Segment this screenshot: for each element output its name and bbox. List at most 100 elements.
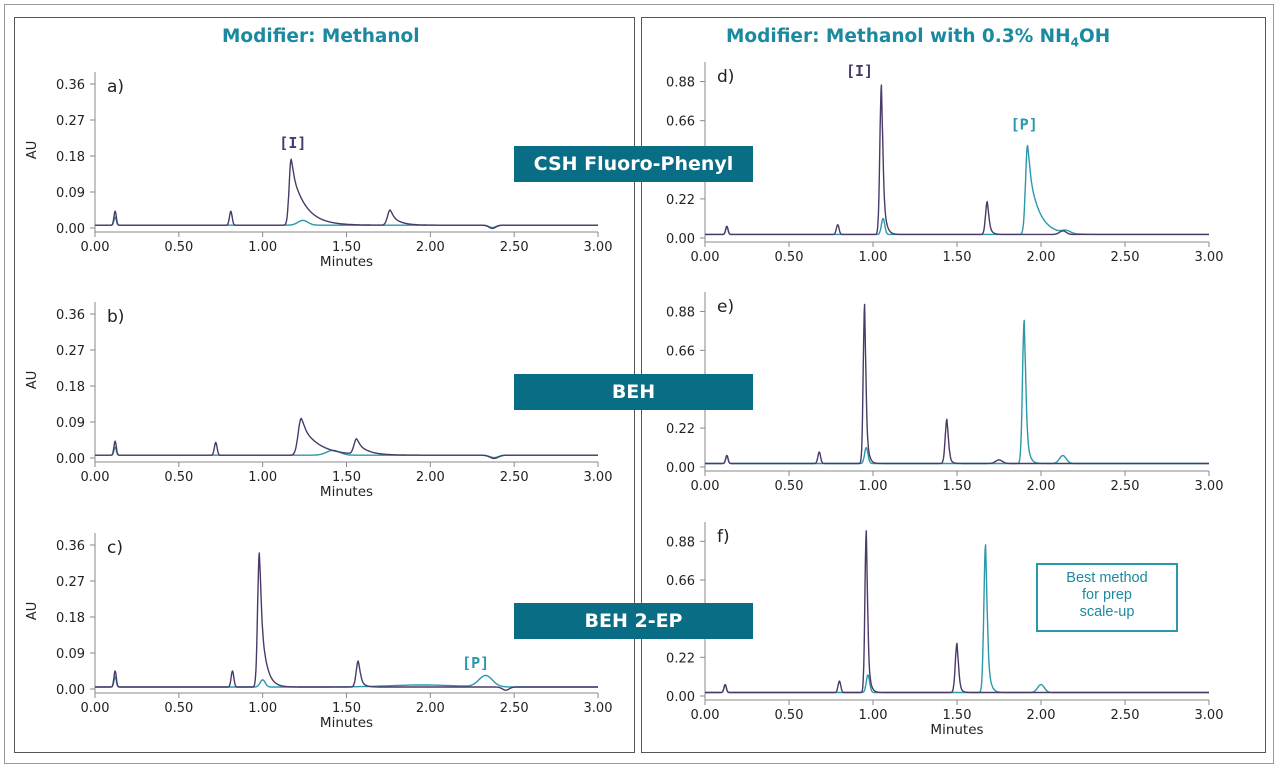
right-heading-subscript: 4 <box>1070 35 1080 50</box>
y-axis-title: AU <box>25 371 40 389</box>
x-tick-label: 1.50 <box>332 701 361 716</box>
purple-trace <box>94 158 599 230</box>
teal-trace <box>704 144 1210 236</box>
y-tick-label: 0.66 <box>666 115 695 130</box>
teal-trace <box>94 674 599 688</box>
callout-line-3: scale-up <box>1079 604 1135 620</box>
x-tick-label: 1.50 <box>332 470 361 485</box>
left-heading: Modifier: Methanol <box>222 26 420 47</box>
x-tick-label: 0.00 <box>691 708 720 723</box>
x-axis-title: Minutes <box>930 722 983 738</box>
y-tick-label: 0.36 <box>56 308 85 323</box>
x-tick-label: 0.00 <box>81 470 110 485</box>
y-tick-label: 0.27 <box>56 575 85 590</box>
x-tick-label: 2.50 <box>1111 708 1140 723</box>
y-tick-label: 0.27 <box>56 114 85 129</box>
figure-frame <box>4 4 1274 764</box>
x-tick-label: 1.50 <box>943 479 972 494</box>
x-tick-label: 0.00 <box>691 250 720 265</box>
x-tick-label: 2.00 <box>416 470 445 485</box>
x-tick-label: 1.00 <box>859 250 888 265</box>
x-tick-label: 2.00 <box>1027 708 1056 723</box>
y-tick-label: 0.36 <box>56 539 85 554</box>
x-axis-title: Minutes <box>320 484 373 500</box>
x-tick-label: 2.00 <box>1027 250 1056 265</box>
y-tick-label: 0.18 <box>56 380 85 395</box>
panel-label: e) <box>717 297 734 317</box>
y-tick-label: 0.18 <box>56 150 85 165</box>
panel-label: a) <box>107 77 124 97</box>
right-heading: Modifier: Methanol with 0.3% NH4OH <box>726 26 1110 50</box>
x-tick-label: 0.50 <box>775 250 804 265</box>
y-tick-label: 0.27 <box>56 344 85 359</box>
y-tick-label: 0.88 <box>666 535 695 550</box>
panel-label: c) <box>107 538 123 558</box>
right-heading-main: Modifier: Methanol with 0.3% NH <box>726 26 1071 47</box>
x-tick-label: 2.50 <box>1111 250 1140 265</box>
best-method-callout: Best method for prep scale-up <box>1036 563 1178 632</box>
y-tick-label: 0.22 <box>666 422 695 437</box>
y-axis-title: AU <box>25 602 40 620</box>
y-tick-label: 0.18 <box>56 611 85 626</box>
peak-annotation: [P] <box>462 654 489 672</box>
banner-csh-fluoro-phenyl: CSH Fluoro-Phenyl <box>514 146 753 182</box>
purple-trace <box>94 417 599 460</box>
x-tick-label: 1.00 <box>859 708 888 723</box>
x-tick-label: 2.50 <box>500 470 529 485</box>
y-tick-label: 0.36 <box>56 78 85 93</box>
y-tick-label: 0.00 <box>56 452 85 467</box>
y-tick-label: 0.00 <box>56 683 85 698</box>
x-tick-label: 3.00 <box>1195 708 1224 723</box>
x-tick-label: 1.50 <box>943 250 972 265</box>
x-axis-title: Minutes <box>320 254 373 270</box>
y-tick-label: 0.09 <box>56 186 85 201</box>
x-tick-label: 1.00 <box>248 701 277 716</box>
x-tick-label: 2.00 <box>1027 479 1056 494</box>
x-tick-label: 1.00 <box>859 479 888 494</box>
x-tick-label: 2.50 <box>500 701 529 716</box>
x-tick-label: 0.00 <box>691 479 720 494</box>
y-tick-label: 0.66 <box>666 574 695 589</box>
x-tick-label: 3.00 <box>584 470 613 485</box>
x-tick-label: 0.50 <box>775 708 804 723</box>
callout-line-1: Best method <box>1066 570 1148 586</box>
x-tick-label: 2.00 <box>416 240 445 255</box>
y-tick-label: 0.88 <box>666 305 695 320</box>
x-tick-label: 1.00 <box>248 240 277 255</box>
peak-annotation: [P] <box>1011 116 1038 134</box>
y-tick-label: 0.66 <box>666 344 695 359</box>
callout-line-2: for prep <box>1082 587 1132 603</box>
peak-annotation: [I] <box>279 134 306 152</box>
y-tick-label: 0.00 <box>666 690 695 705</box>
x-tick-label: 1.00 <box>248 470 277 485</box>
y-tick-label: 0.09 <box>56 647 85 662</box>
panel-label: b) <box>107 307 124 327</box>
x-tick-label: 1.50 <box>332 240 361 255</box>
y-tick-label: 0.22 <box>666 193 695 208</box>
x-tick-label: 0.00 <box>81 240 110 255</box>
banner-beh-2ep: BEH 2-EP <box>514 603 753 639</box>
x-tick-label: 0.50 <box>164 240 193 255</box>
x-tick-label: 2.50 <box>500 240 529 255</box>
y-tick-label: 0.00 <box>666 232 695 247</box>
y-tick-label: 0.88 <box>666 76 695 91</box>
y-tick-label: 0.00 <box>56 222 85 237</box>
purple-trace <box>704 303 1210 465</box>
purple-trace <box>704 530 1210 694</box>
panel-label: d) <box>717 67 734 87</box>
y-tick-label: 0.09 <box>56 416 85 431</box>
peak-annotation: [I] <box>846 62 873 80</box>
teal-trace <box>704 319 1210 465</box>
banner-beh: BEH <box>514 374 753 410</box>
teal-trace <box>94 216 599 229</box>
x-tick-label: 0.50 <box>775 479 804 494</box>
y-tick-label: 0.00 <box>666 461 695 476</box>
x-axis-title: Minutes <box>320 715 373 731</box>
x-tick-label: 3.00 <box>1195 479 1224 494</box>
x-tick-label: 2.00 <box>416 701 445 716</box>
x-tick-label: 3.00 <box>584 240 613 255</box>
x-tick-label: 0.00 <box>81 701 110 716</box>
x-tick-label: 1.50 <box>943 708 972 723</box>
panel-label: f) <box>717 527 730 547</box>
